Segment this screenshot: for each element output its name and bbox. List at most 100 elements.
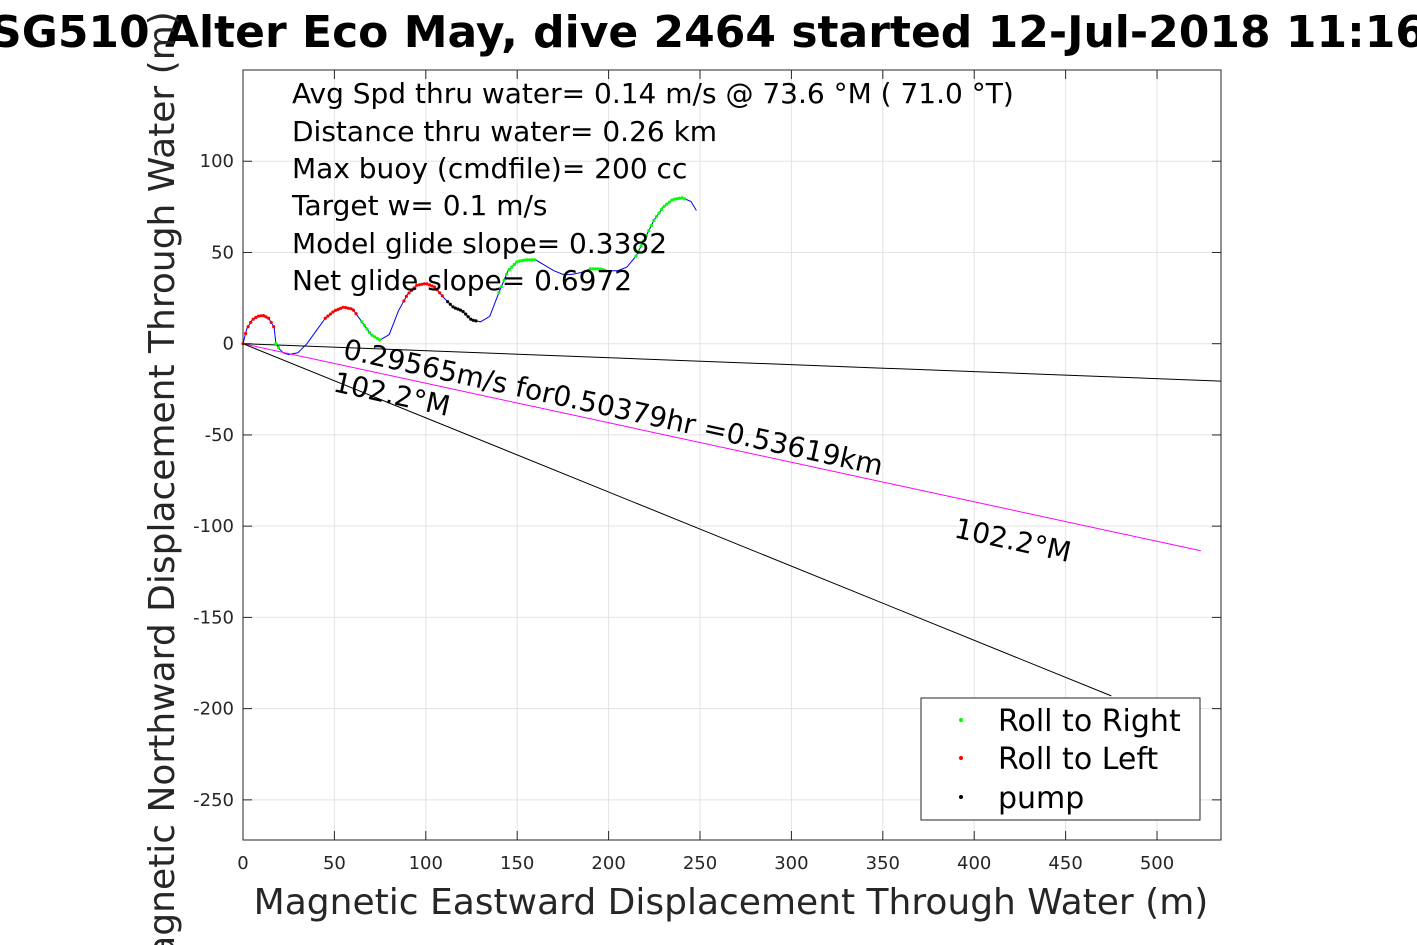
track-point-roll-to-right: [639, 244, 643, 248]
track-point-roll-to-left: [341, 305, 345, 309]
track-point-roll-to-left: [261, 314, 266, 318]
y-tick-label: -150: [193, 607, 234, 628]
y-axis-label: Magnetic Northward Displacement Through …: [142, 11, 183, 945]
x-tick-label: 150: [500, 853, 534, 874]
x-tick-label: 200: [591, 853, 625, 874]
track-point-roll-to-left: [256, 314, 260, 318]
track-point-pump: [458, 308, 463, 312]
chart-title: SG510 Alter Eco May, dive 2464 started 1…: [0, 7, 1417, 58]
track-point-roll-to-right: [378, 338, 382, 342]
x-tick-label: 350: [866, 853, 900, 874]
track-point-roll-to-right: [593, 267, 598, 271]
track-point-roll-to-right: [660, 207, 664, 211]
track-point-pump: [471, 318, 475, 322]
track-point-pump: [451, 305, 455, 309]
track-point-roll-to-left: [251, 317, 255, 321]
y-tick-label: 50: [211, 242, 234, 263]
legend-label-roll-left: Roll to Left: [998, 742, 1158, 777]
track-point-roll-to-right: [670, 198, 674, 202]
track-point-pump: [469, 317, 473, 321]
track-point-roll-to-left: [333, 308, 338, 312]
y-tick-label: -200: [193, 699, 234, 720]
track-point-roll-to-left: [244, 331, 248, 336]
track-point-roll-to-right: [517, 259, 522, 263]
track-point-roll-to-left: [422, 282, 426, 286]
track-point-roll-to-left: [430, 284, 434, 288]
track-point-roll-to-left: [425, 282, 429, 286]
track-point-roll-to-left: [269, 320, 273, 324]
axes-box: [242, 69, 1222, 841]
grid-lines: [242, 70, 1221, 840]
x-tick-label: 500: [1140, 853, 1174, 874]
track-point-roll-to-left: [404, 294, 408, 298]
track-point-roll-to-right: [362, 323, 366, 327]
track-point-roll-to-right: [367, 330, 372, 335]
legend-box: [920, 697, 1201, 821]
track-point-roll-to-left: [336, 307, 340, 311]
heading-label-far: 102.2°M: [952, 512, 1075, 569]
track-point-pump: [461, 310, 465, 314]
track-point-roll-to-left: [323, 316, 327, 320]
track-point-roll-to-left: [254, 315, 258, 320]
track-point-roll-to-right: [591, 267, 595, 271]
track-point-roll-to-right: [649, 223, 654, 228]
track-point-roll-to-left: [351, 308, 355, 312]
track-point-roll-to-left: [344, 306, 348, 310]
legend-label-pump: pump: [998, 781, 1084, 816]
track-point-roll-to-right: [528, 258, 532, 262]
track-point-roll-to-right: [665, 202, 669, 206]
track-point-roll-to-right: [667, 200, 671, 204]
track-point-roll-to-left: [246, 325, 250, 329]
track-point-pump: [446, 300, 450, 304]
track-point-roll-to-left: [346, 306, 350, 310]
track-point-roll-to-left: [267, 316, 271, 320]
annotation-net-glide-slope: Net glide slope= 0.6972: [292, 264, 632, 297]
current-line: [242, 343, 1202, 552]
track-point-roll-to-right: [274, 342, 278, 346]
track-point-roll-to-right: [683, 197, 687, 201]
track-point-roll-to-left: [417, 283, 421, 287]
track-point-roll-to-left: [409, 288, 414, 292]
track-point-roll-to-left: [438, 291, 442, 295]
x-tick-label: 300: [774, 853, 808, 874]
x-tick-label: 100: [409, 853, 443, 874]
track-point-roll-to-right: [647, 229, 651, 233]
track-point-pump: [456, 307, 460, 311]
track-point-roll-to-right: [522, 258, 527, 262]
track-point-roll-to-right: [499, 284, 504, 289]
track-point-roll-to-right: [512, 262, 516, 267]
track-point-roll-to-left: [354, 312, 358, 316]
track-point-roll-to-right: [505, 272, 509, 276]
reference-line: [242, 343, 1222, 382]
x-tick-label: 50: [323, 853, 346, 874]
track-point-roll-to-right: [662, 204, 666, 208]
track-point-roll-to-right: [601, 268, 605, 272]
track-point-roll-to-right: [644, 234, 648, 238]
track-point-roll-to-right: [373, 335, 377, 339]
x-tick-label: 0: [237, 853, 248, 874]
track-point-roll-to-right: [497, 291, 501, 295]
track-point-roll-to-right: [520, 259, 524, 263]
track-point-roll-to-right: [677, 196, 682, 200]
track-point-roll-to-right: [654, 215, 659, 219]
track-point-pump: [453, 306, 457, 310]
track-point-roll-to-right: [634, 254, 638, 258]
track-point-roll-to-right: [502, 278, 506, 282]
track-point-roll-to-left: [272, 325, 276, 329]
track-point-roll-to-right: [360, 320, 364, 324]
track-point-roll-to-left: [264, 315, 268, 319]
track-point-roll-to-right: [642, 239, 646, 243]
track-point-pump: [464, 312, 468, 316]
track-point-roll-to-right: [652, 218, 656, 222]
x-tick-label: 250: [683, 853, 717, 874]
y-tick-label: 100: [200, 151, 234, 172]
track-point-roll-to-right: [365, 327, 369, 331]
y-tick-label: -50: [205, 425, 234, 446]
track-point-roll-to-right: [276, 345, 281, 350]
legend-marker-pump: [959, 795, 963, 799]
track-point-roll-to-right: [510, 265, 514, 269]
legend: Roll to Right Roll to Left pump: [920, 697, 1201, 821]
y-tick-label: -250: [193, 790, 234, 811]
track-point-roll-to-left: [427, 283, 432, 287]
y-tick-label: -100: [193, 516, 234, 537]
